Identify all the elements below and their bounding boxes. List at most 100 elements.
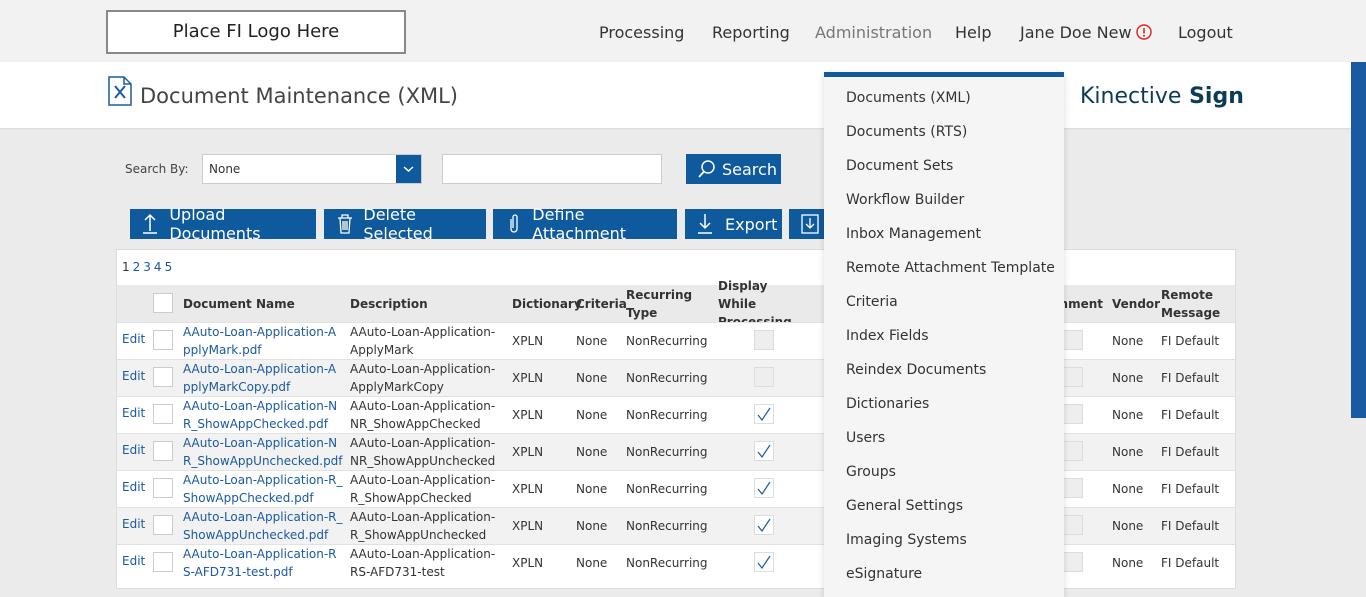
- menu-item[interactable]: Inbox Management: [846, 226, 981, 242]
- row-checkbox[interactable]: [153, 367, 173, 387]
- row-checkbox[interactable]: [153, 515, 173, 535]
- brand-bold: Sign: [1181, 84, 1244, 109]
- page-link[interactable]: 5: [164, 260, 173, 274]
- document-link[interactable]: AAuto-Loan-Application-R_ShowAppUnchecke…: [183, 510, 343, 542]
- page-link[interactable]: 4: [153, 260, 162, 274]
- row-checkbox[interactable]: [153, 478, 173, 498]
- nav-link[interactable]: Jane Doe New: [1020, 23, 1152, 42]
- menu-item[interactable]: eSignature: [846, 566, 923, 582]
- row-checkbox[interactable]: [153, 330, 173, 350]
- column-header: Display While Processing: [718, 278, 792, 329]
- edit-link[interactable]: Edit: [122, 332, 146, 346]
- page-link[interactable]: 3: [143, 260, 151, 274]
- toolbar-button[interactable]: [789, 209, 829, 239]
- column-header: Vendor: [1112, 296, 1161, 311]
- display-checkbox: [754, 367, 774, 387]
- search-select[interactable]: None: [202, 154, 422, 184]
- document-link[interactable]: AAuto-Loan-Application-R_ShowAppChecked.…: [183, 473, 343, 505]
- description: AAuto-Loan-Application-R_ShowAppChecked: [350, 473, 496, 505]
- display-checkbox: [754, 404, 774, 424]
- menu-item[interactable]: Documents (XML): [846, 90, 971, 106]
- criteria: None: [576, 371, 608, 385]
- attachment-checkbox: [1063, 478, 1083, 498]
- menu-item[interactable]: General Settings: [846, 498, 964, 514]
- menu-item[interactable]: Document Sets: [846, 158, 954, 174]
- row-checkbox[interactable]: [153, 441, 173, 461]
- vendor: None: [1112, 445, 1144, 459]
- title-band: [0, 62, 1366, 128]
- column-header: Description: [350, 296, 428, 311]
- display-checkbox: [754, 441, 774, 461]
- document-link[interactable]: AAuto-Loan-Application-ApplyMarkCopy.pdf: [183, 362, 337, 394]
- description: AAuto-Loan-Application-NR_ShowAppChecked: [350, 399, 496, 431]
- dictionary: XPLN: [512, 482, 544, 496]
- toolbar-button[interactable]: Delete Selected: [324, 205, 486, 243]
- recurring-type: NonRecurring: [626, 408, 708, 422]
- document-link[interactable]: AAuto-Loan-Application-RS-AFD731-test.pd…: [183, 547, 337, 579]
- recurring-type: NonRecurring: [626, 519, 708, 533]
- toolbar-button-label: Delete Selected: [363, 205, 433, 243]
- menu-item[interactable]: Users: [846, 430, 886, 446]
- toolbar-button-label: Upload Documents: [169, 205, 261, 243]
- select-caret[interactable]: [396, 155, 421, 183]
- description: AAuto-Loan-Application-R_ShowAppUnchecke…: [350, 510, 496, 542]
- remote-message: FI Default: [1161, 334, 1220, 348]
- criteria: None: [576, 334, 608, 348]
- nav-link[interactable]: Logout: [1178, 23, 1233, 42]
- search-input[interactable]: [442, 154, 662, 184]
- menu-item[interactable]: Groups: [846, 464, 896, 480]
- row-checkbox[interactable]: [153, 404, 173, 424]
- column-header: Document Name: [183, 296, 295, 311]
- page-link[interactable]: 1: [122, 260, 130, 274]
- criteria: None: [576, 519, 608, 533]
- dictionary: XPLN: [512, 556, 544, 570]
- column-header: Dictionary: [512, 296, 582, 311]
- menu-item[interactable]: Reindex Documents: [846, 362, 987, 378]
- document-link[interactable]: AAuto-Loan-Application-NR_ShowAppUncheck…: [183, 436, 343, 468]
- criteria: None: [576, 556, 608, 570]
- toolbar-button[interactable]: Upload Documents: [130, 205, 316, 243]
- document-link[interactable]: AAuto-Loan-Application-ApplyMark.pdf: [183, 325, 337, 357]
- nav-link[interactable]: Administration: [815, 23, 933, 42]
- menu-item[interactable]: Workflow Builder: [846, 192, 965, 208]
- scrollbar[interactable]: [1351, 62, 1366, 418]
- edit-link[interactable]: Edit: [122, 406, 146, 420]
- edit-link[interactable]: Edit: [122, 554, 146, 568]
- description: AAuto-Loan-Application-NR_ShowAppUncheck…: [350, 436, 496, 468]
- remote-message: FI Default: [1161, 556, 1220, 570]
- menu-item[interactable]: Criteria: [846, 294, 898, 310]
- document-link[interactable]: AAuto-Loan-Application-NR_ShowAppChecked…: [183, 399, 338, 431]
- nav-link[interactable]: Help: [955, 23, 992, 42]
- nav-link[interactable]: Reporting: [712, 23, 790, 42]
- dictionary: XPLN: [512, 445, 544, 459]
- toolbar-button[interactable]: Export: [685, 209, 782, 239]
- menu-item[interactable]: Dictionaries: [846, 396, 930, 412]
- column-header: Criteria: [576, 296, 627, 311]
- menu-item[interactable]: Index Fields: [846, 328, 929, 344]
- search-button-label: Search: [722, 159, 777, 179]
- menu-item[interactable]: Documents (RTS): [846, 124, 968, 140]
- edit-link[interactable]: Edit: [122, 480, 146, 494]
- recurring-type: NonRecurring: [626, 334, 708, 348]
- attachment-checkbox: [1063, 515, 1083, 535]
- row-checkbox[interactable]: [153, 552, 173, 572]
- header-checkbox[interactable]: [153, 293, 173, 313]
- toolbar-button[interactable]: Define Attachment: [493, 205, 677, 243]
- remote-message: FI Default: [1161, 408, 1220, 422]
- page-title: Document Maintenance (XML): [140, 84, 458, 108]
- menu-item[interactable]: Remote Attachment Template: [846, 260, 1055, 276]
- vendor: None: [1112, 556, 1144, 570]
- nav-link[interactable]: Processing: [599, 23, 685, 42]
- edit-link[interactable]: Edit: [122, 443, 146, 457]
- vendor: None: [1112, 334, 1144, 348]
- page-link[interactable]: 2: [132, 260, 141, 274]
- menu-item[interactable]: Imaging Systems: [846, 532, 967, 548]
- attachment-checkbox: [1063, 330, 1083, 350]
- edit-link[interactable]: Edit: [122, 369, 146, 383]
- description: AAuto-Loan-Application-ApplyMark: [350, 325, 496, 357]
- alert-icon: [1132, 23, 1152, 42]
- search-button[interactable]: Search: [686, 154, 781, 184]
- edit-link[interactable]: Edit: [122, 517, 146, 531]
- vendor: None: [1112, 371, 1144, 385]
